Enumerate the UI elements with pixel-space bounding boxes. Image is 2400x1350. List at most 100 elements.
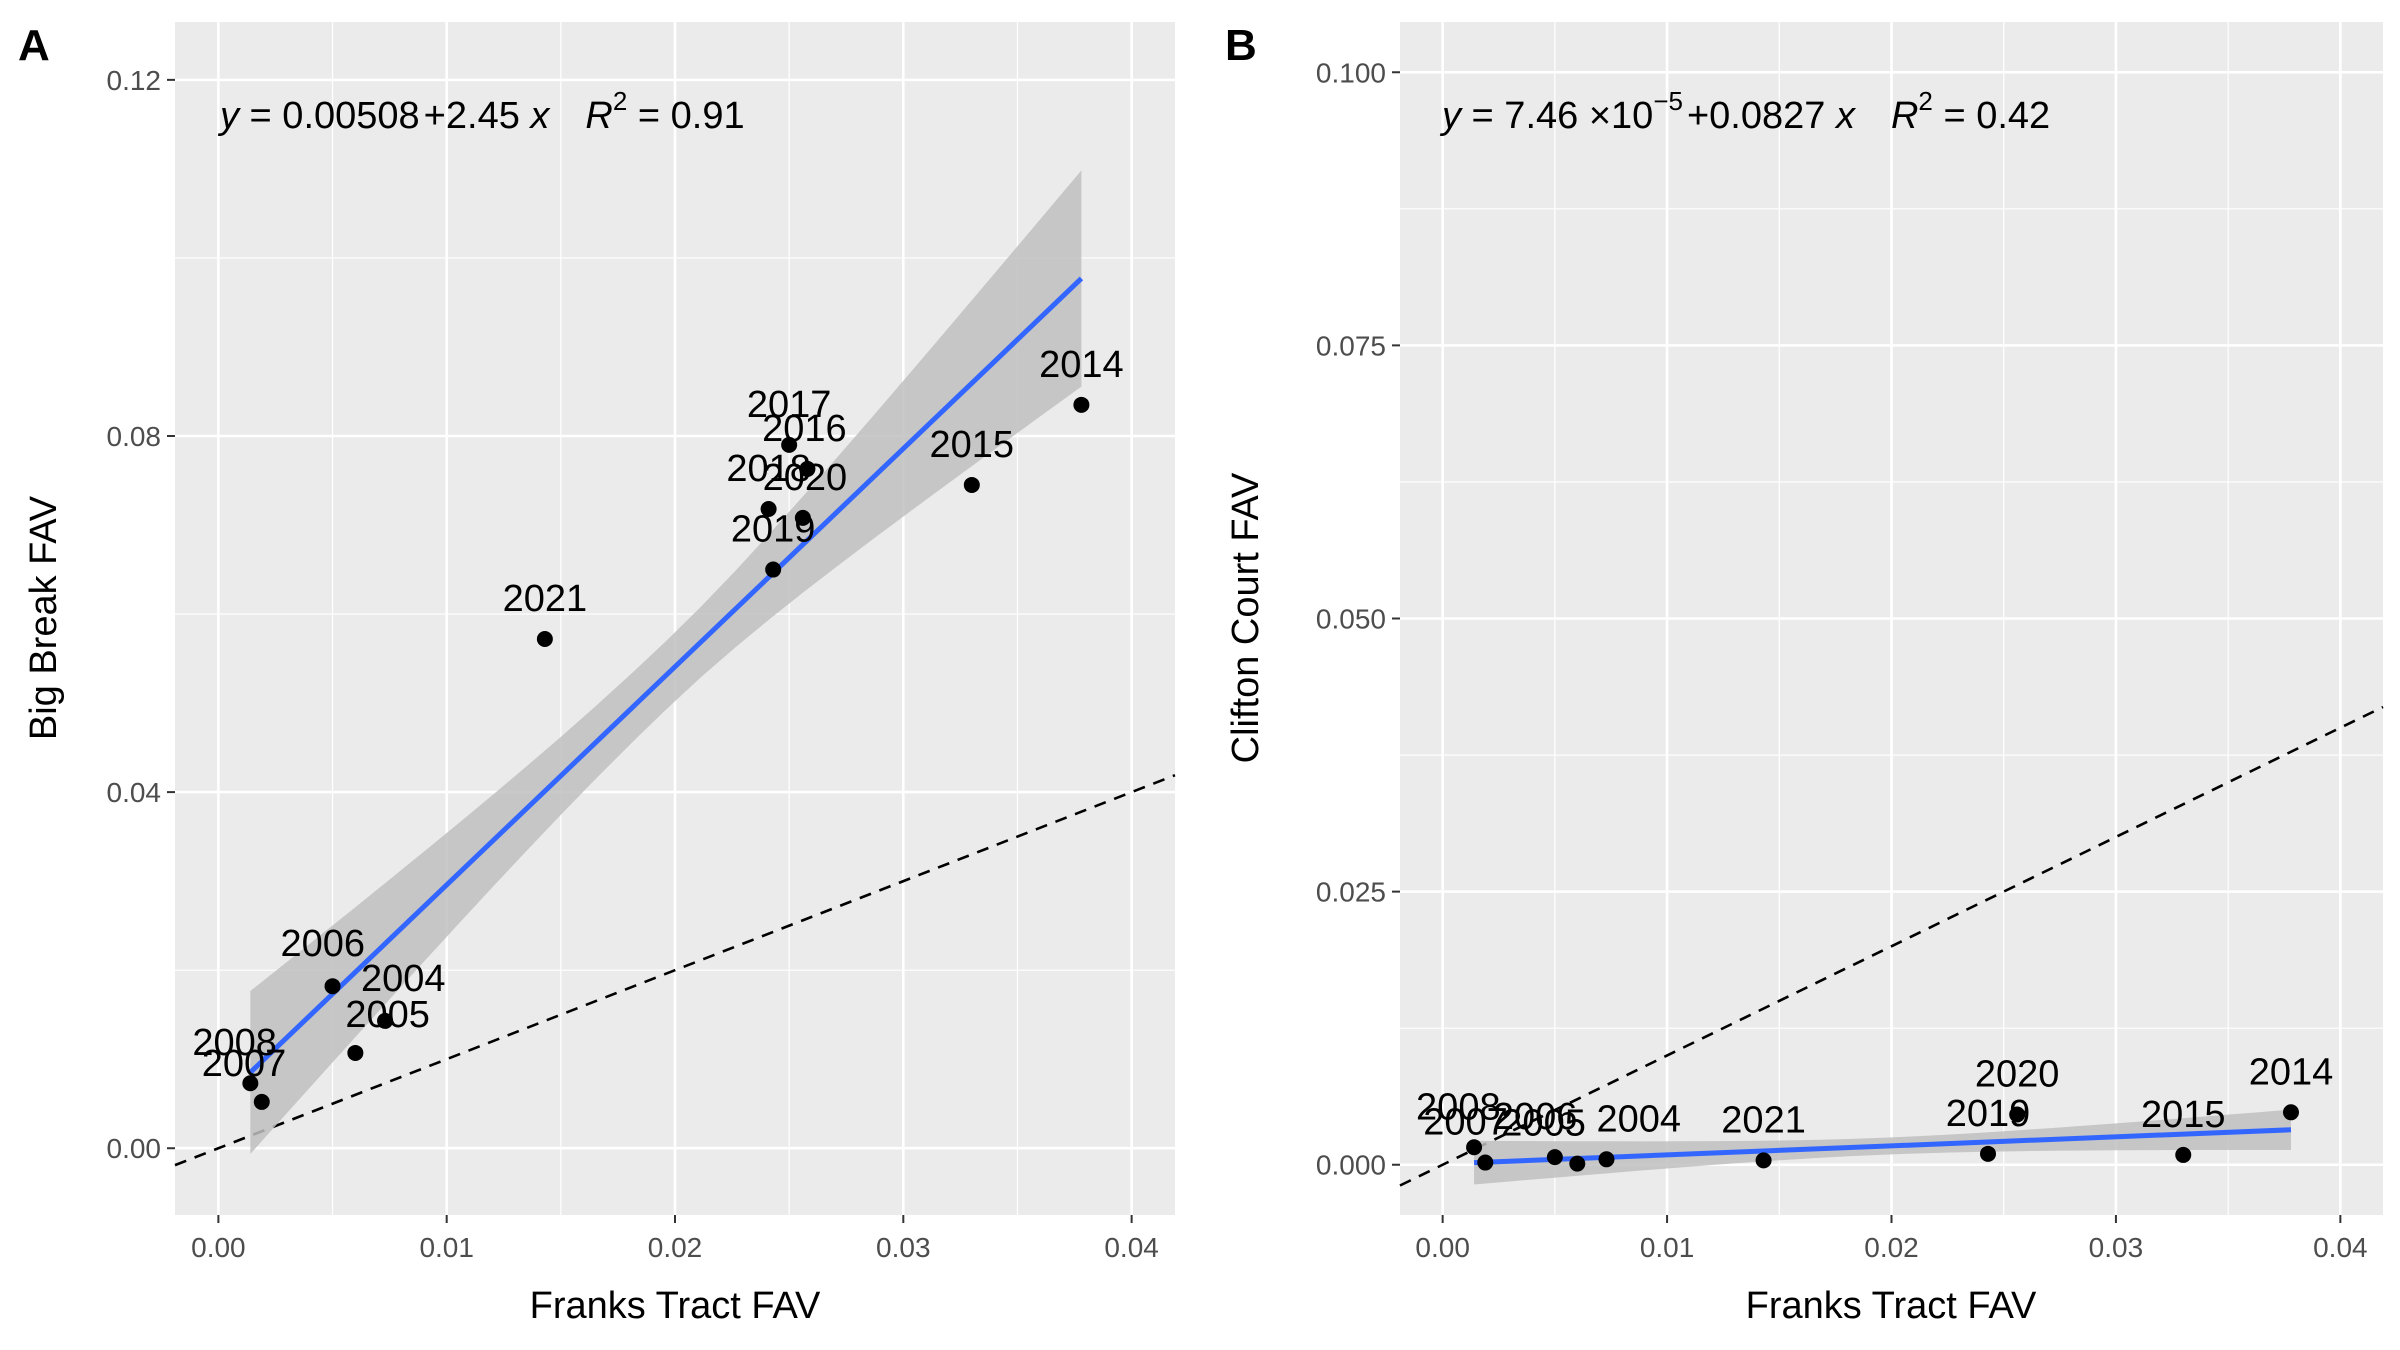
- panel-b-point-label-2004: 2004: [1596, 1098, 1681, 1140]
- panel-a-point-2019: [765, 561, 782, 578]
- panel-a-eq-intercept: = 0.00508: [239, 95, 420, 137]
- panel-a-point-label-2008: 2008: [192, 1022, 277, 1064]
- panel-b-x-tick-label: 0.01: [1640, 1232, 1695, 1263]
- panel-a-point-label-2006: 2006: [281, 923, 366, 965]
- panel-b-eq-intercept: = 7.46: [1461, 95, 1589, 137]
- panel-b-point-label-2006: 2006: [1493, 1096, 1578, 1138]
- panel-b-point-2005: [1569, 1155, 1586, 1172]
- panel-a-point-label-2016: 2016: [762, 408, 847, 450]
- panel-a-y-tick-label: 0.08: [107, 421, 162, 452]
- panel-a-x-tick-label: 0.02: [648, 1232, 703, 1263]
- panel-b-y-tick-label: 0.000: [1316, 1150, 1386, 1181]
- panel-b-point-label-2021: 2021: [1721, 1099, 1806, 1141]
- panel-a-ci-band: [250, 170, 1082, 1154]
- panel-a-eq-r-value: = 0.91: [627, 95, 744, 137]
- panel-a-eq-slope: 2.45: [446, 95, 531, 137]
- panel-b-eq-plus: +: [1687, 95, 1709, 137]
- panel-b-y-tick-label: 0.075: [1316, 330, 1386, 361]
- panel-b-point-2015: [2175, 1146, 2192, 1163]
- panel-a-confidence-band: [250, 170, 1082, 1154]
- panel-b-regression-equation: y = 7.46 ×10−5 +0.0827 x R2 = 0.42: [1439, 86, 2050, 137]
- panel-b-y-tick-labels: 0.000 0.025 0.050 0.075 0.100: [1316, 57, 1400, 1181]
- panel-a-point-label-2007: 2007: [202, 1043, 287, 1085]
- panel-a-point-2004: [377, 1012, 394, 1029]
- panel-b-eq-ten: 10: [1611, 95, 1653, 137]
- panel-a-x-axis-title: Franks Tract FAV: [530, 1285, 821, 1327]
- panel-b-point-label-2008: 2008: [1416, 1086, 1501, 1128]
- panel-b-point-2019: [1980, 1145, 1997, 1162]
- panel-a-point-label-2005: 2005: [345, 994, 430, 1036]
- panel-a-y-tick-label: 0.04: [107, 777, 162, 808]
- panel-b-x-tick-label: 0.03: [2089, 1232, 2144, 1263]
- panel-a-point-2017: [781, 436, 798, 453]
- panel-b-point-label-2014: 2014: [2249, 1051, 2334, 1093]
- panel-a-x-tick-label: 0.00: [191, 1232, 246, 1263]
- panel-a-point-label-2019: 2019: [731, 509, 816, 551]
- panel-a-point-label-2014: 2014: [1039, 344, 1124, 386]
- panel-b-x-tick-label: 0.02: [1864, 1232, 1919, 1263]
- panel-a-point-2018: [760, 500, 777, 517]
- panel-b-point-label-2005: 2005: [1501, 1103, 1586, 1145]
- panel-b-point-2007: [1477, 1154, 1494, 1171]
- panel-b-point-label-2019: 2019: [1946, 1093, 2031, 1135]
- panel-b-eq-y: y: [1439, 95, 1463, 137]
- panel-a-y-tick-label: 0.00: [107, 1133, 162, 1164]
- panel-b-point-label-2020: 2020: [1975, 1053, 2060, 1095]
- panel-a-y-tick-labels: 0.00 0.04 0.08 0.12: [107, 65, 175, 1164]
- panel-a-reference-line: [174, 773, 1176, 1167]
- panel-a-point-2016: [799, 460, 816, 477]
- panel-b-point-2006: [1546, 1149, 1563, 1166]
- panel-b-x-tick-labels: 0.00 0.01 0.02 0.03 0.04: [1415, 1215, 2368, 1263]
- panel-a-point-2021: [536, 630, 553, 647]
- panel-a-one-to-one-line: [174, 773, 1176, 1167]
- panel-b-y-tick-label: 0.025: [1316, 877, 1386, 908]
- panel-a-x-tick-label: 0.03: [876, 1232, 931, 1263]
- panel-b-x-axis-title: Franks Tract FAV: [1746, 1285, 2037, 1327]
- panel-b-points: [1466, 1104, 2299, 1172]
- panel-b-point-label-2007: 2007: [1423, 1102, 1508, 1144]
- panel-a-y-axis-title: Big Break FAV: [23, 495, 65, 740]
- panel-b-eq-r-value: = 0.42: [1933, 95, 2050, 137]
- panel-a-point-2015: [963, 476, 980, 493]
- panel-b-y-tick-label: 0.100: [1316, 57, 1386, 88]
- panel-a-point-2014: [1073, 396, 1090, 413]
- panel-b-y-tick-label: 0.050: [1316, 604, 1386, 635]
- panel-a-y-tick-label: 0.12: [107, 65, 162, 96]
- panel-b: B 20042005200620072008201420152019202020…: [1225, 21, 2384, 1327]
- panel-a-eq-plus: +: [424, 95, 446, 137]
- panel-a-point-label-2015: 2015: [930, 424, 1015, 466]
- panel-a-letter: A: [18, 21, 50, 70]
- panel-b-point-label-2015: 2015: [2141, 1094, 2226, 1136]
- panel-a-point-2007: [253, 1093, 270, 1110]
- panel-a-points: [242, 396, 1090, 1110]
- panel-b-point-2021: [1755, 1152, 1772, 1169]
- panel-b-x-tick-label: 0.04: [2313, 1232, 2368, 1263]
- panel-a-point-2008: [242, 1075, 259, 1092]
- panel-b-point-2020: [2009, 1106, 2026, 1123]
- panel-a-eq-x: x: [528, 95, 551, 137]
- panel-a-eq-y: y: [217, 95, 241, 137]
- panel-a-point-label-2018: 2018: [726, 448, 811, 490]
- panel-b-gridlines: [1400, 22, 2383, 1215]
- panel-b-eq-r-sup: 2: [1918, 86, 1932, 116]
- panel-a-point-label-2004: 2004: [361, 958, 446, 1000]
- panel-a-point-label-2021: 2021: [503, 578, 588, 620]
- panel-a-regression-equation: y = 0.00508 +2.45 x R2 = 0.91: [217, 86, 745, 137]
- panel-b-letter: B: [1225, 21, 1257, 70]
- panel-a: A 20042005200620072008201420152016201720…: [18, 21, 1176, 1327]
- panel-a-eq-r-sup: 2: [613, 86, 627, 116]
- panel-a-point-label-2017: 2017: [747, 384, 832, 426]
- panel-b-one-to-one-line: [1399, 705, 2384, 1187]
- panel-b-point-2008: [1466, 1139, 1483, 1156]
- panel-b-y-axis-title: Clifton Court FAV: [1225, 472, 1267, 763]
- panel-a-eq-r: R: [585, 95, 612, 137]
- panel-b-point-2014: [2282, 1104, 2299, 1121]
- panel-b-eq-slope: 0.0827: [1709, 95, 1836, 137]
- panel-b-eq-exponent: −5: [1653, 86, 1683, 116]
- panel-b-eq-x: x: [1834, 95, 1857, 137]
- panel-a-gridlines: [175, 22, 1175, 1215]
- panel-a-x-tick-labels: 0.00 0.01 0.02 0.03 0.04: [191, 1215, 1159, 1263]
- panel-a-x-tick-label: 0.04: [1104, 1232, 1159, 1263]
